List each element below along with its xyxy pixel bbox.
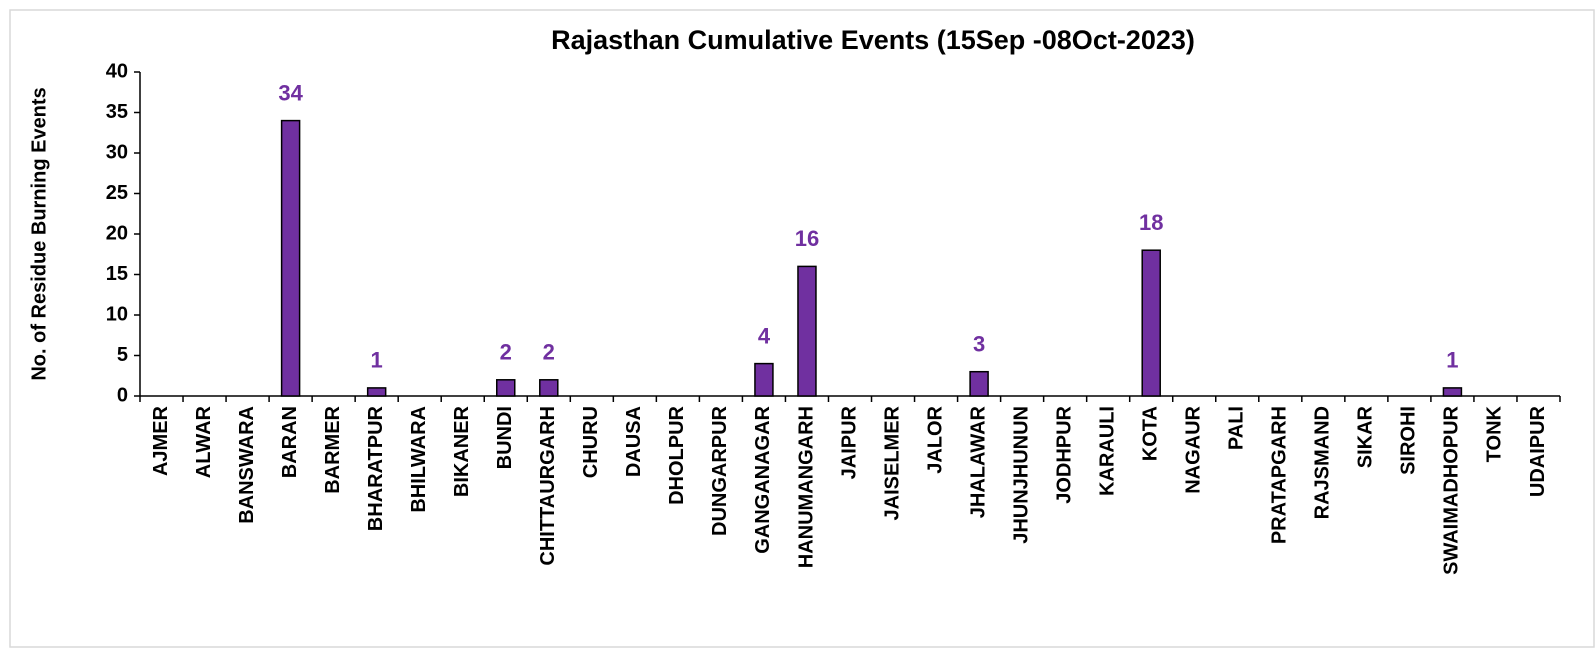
x-tick-label: JODHPUR <box>1053 405 1075 503</box>
y-tick-label: 20 <box>106 222 128 244</box>
data-label: 1 <box>371 348 383 373</box>
x-tick-label: JALOR <box>924 405 946 473</box>
bar <box>969 370 989 397</box>
x-tick-label: GANGANAGAR <box>752 405 774 553</box>
y-tick-label: 10 <box>106 303 128 325</box>
x-tick-label: BANSWARA <box>236 406 258 524</box>
y-tick-label: 25 <box>106 182 128 204</box>
y-tick-label: 40 <box>106 60 128 82</box>
x-tick-label: JHUNJHUNUN <box>1010 406 1032 544</box>
x-tick-label: CHITTAURGARH <box>537 406 559 566</box>
x-tick-label: SWAIMADHOPUR <box>1441 405 1463 574</box>
x-tick-label: SIROHI <box>1398 406 1420 475</box>
x-tick-label: SIKAR <box>1355 405 1377 468</box>
x-tick-label: PALI <box>1226 406 1248 450</box>
bar <box>280 119 301 397</box>
y-axis-label: No. of Residue Burning Events <box>28 87 50 380</box>
x-tick-label: TONK <box>1484 405 1506 462</box>
bar <box>539 379 559 397</box>
x-tick-label: UDAIPUR <box>1527 405 1549 497</box>
data-label: 34 <box>278 80 303 105</box>
x-tick-label: DAUSA <box>623 406 645 477</box>
x-tick-label: BARAN <box>279 406 301 478</box>
x-tick-label: BHILWARA <box>408 406 430 513</box>
x-tick-label: AJMER <box>150 405 172 476</box>
x-tick-label: KARAULI <box>1096 406 1118 496</box>
y-tick-label: 15 <box>106 263 128 285</box>
y-tick-label: 5 <box>117 344 128 366</box>
data-label: 16 <box>795 226 819 251</box>
x-tick-label: RAJSMAND <box>1312 406 1334 519</box>
data-label: 1 <box>1446 348 1458 373</box>
x-tick-label: BUNDI <box>494 406 516 469</box>
x-tick-label: ALWAR <box>193 405 215 478</box>
data-label: 2 <box>543 340 555 365</box>
bar <box>797 265 817 397</box>
x-tick-label: JAISELMER <box>881 405 903 520</box>
bar <box>1442 387 1463 397</box>
bar <box>754 362 774 397</box>
x-tick-label: NAGAUR <box>1183 405 1205 493</box>
x-tick-label: HANUMANGARH <box>795 406 817 568</box>
chart-title: Rajasthan Cumulative Events (15Sep -08Oc… <box>551 25 1195 55</box>
data-label: 2 <box>500 340 512 365</box>
x-tick-label: DHOLPUR <box>666 405 688 504</box>
x-tick-label: JAIPUR <box>838 405 860 479</box>
x-tick-label: PRATAPGARH <box>1269 406 1291 544</box>
y-tick-label: 35 <box>106 101 128 123</box>
x-tick-label: JHALAWAR <box>967 405 989 518</box>
data-label: 18 <box>1139 210 1163 235</box>
bar <box>496 379 516 397</box>
x-tick-label: BIKANER <box>451 405 473 497</box>
bar <box>366 387 387 397</box>
x-tick-label: BHARATPUR <box>365 405 387 531</box>
data-label: 4 <box>758 323 771 348</box>
data-label: 3 <box>973 332 985 357</box>
bar <box>1141 249 1161 397</box>
y-tick-label: 30 <box>106 141 128 163</box>
x-tick-label: KOTA <box>1139 406 1161 461</box>
x-tick-label: DUNGARPUR <box>709 405 731 536</box>
y-tick-label: 0 <box>117 384 128 406</box>
x-tick-label: BARMER <box>322 405 344 493</box>
x-tick-label: CHURU <box>580 406 602 478</box>
